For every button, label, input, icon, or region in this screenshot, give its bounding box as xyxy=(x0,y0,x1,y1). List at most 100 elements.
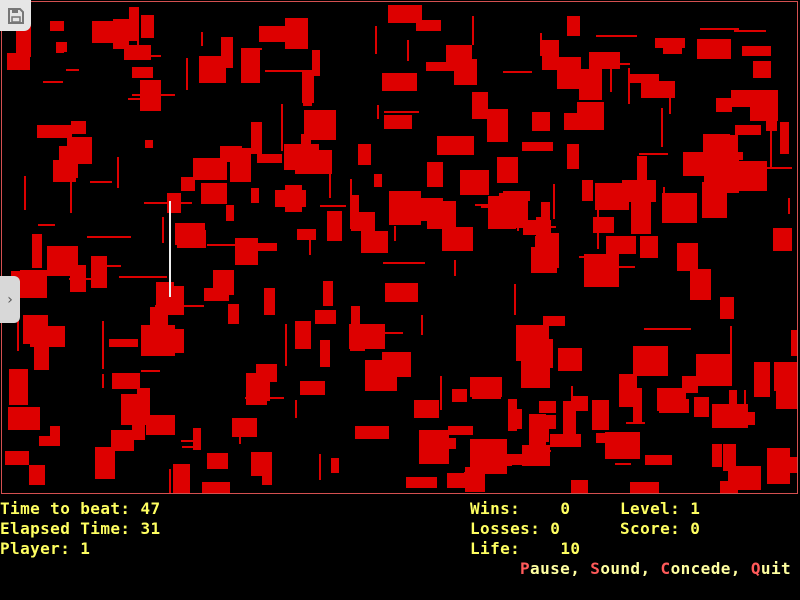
obstacle-block xyxy=(639,152,668,155)
hotkey: P xyxy=(520,559,531,578)
obstacle-block xyxy=(241,47,261,83)
obstacle-block xyxy=(128,6,138,42)
obstacle-block xyxy=(682,376,699,394)
obstacle-block xyxy=(16,315,19,352)
obstacle-block xyxy=(630,481,659,493)
obstacle-block xyxy=(200,182,227,204)
wins: Wins: 0 xyxy=(470,499,570,519)
player-label: Player: xyxy=(0,539,71,558)
elapsed-label: Elapsed Time: xyxy=(0,519,131,538)
obstacle-block xyxy=(581,179,594,201)
obstacle-block xyxy=(696,353,732,386)
hotkey: Q xyxy=(750,559,761,578)
life: Life: 10 xyxy=(470,539,580,559)
obstacle-block xyxy=(8,369,29,405)
obstacle-block xyxy=(770,131,773,167)
obstacle-block xyxy=(20,269,47,298)
obstacle-block xyxy=(663,42,683,55)
obstacle-block xyxy=(636,155,648,190)
obstacle-block xyxy=(589,51,620,69)
obstacle-block xyxy=(700,27,739,30)
score: Score: 0 xyxy=(620,519,700,539)
obstacle-block xyxy=(308,236,311,255)
obstacle-block xyxy=(654,38,685,48)
obstacle-block xyxy=(200,31,203,46)
obstacle-block xyxy=(119,276,168,279)
wins-label: Wins: xyxy=(470,499,521,518)
obstacle-block xyxy=(377,105,380,120)
obstacle-block xyxy=(285,324,288,367)
losses-label: Losses: xyxy=(470,519,541,538)
obstacle-block xyxy=(585,86,601,97)
obstacle-block xyxy=(128,98,146,101)
obstacle-block xyxy=(37,125,73,139)
obstacle-block xyxy=(712,404,749,428)
obstacle-block xyxy=(549,434,582,447)
obstacle-block xyxy=(169,468,172,493)
obstacle-block xyxy=(731,151,744,160)
menu-sound[interactable]: Sound xyxy=(590,559,640,578)
obstacle-block xyxy=(140,324,176,356)
obstacle-block xyxy=(181,440,197,443)
obstacle-block xyxy=(37,223,55,226)
obstacle-block xyxy=(563,400,566,424)
obstacle-block xyxy=(576,101,604,130)
obstacle-block xyxy=(696,39,732,60)
obstacle-block xyxy=(296,229,317,241)
menu-concede[interactable]: Concede xyxy=(661,559,731,578)
obstacle-block xyxy=(535,235,549,248)
chevron-right-icon: › xyxy=(7,291,13,308)
obstacle-block xyxy=(193,427,202,451)
side-panel-toggle[interactable]: › xyxy=(0,276,20,323)
obstacle-block xyxy=(434,437,456,449)
obstacle-block xyxy=(779,122,789,154)
obstacle-block xyxy=(592,399,610,430)
menu-pause[interactable]: Pause xyxy=(520,559,570,578)
obstacle-block xyxy=(173,464,191,493)
obstacle-block xyxy=(32,233,42,269)
hotkey: C xyxy=(660,559,671,578)
obstacle-block xyxy=(225,204,234,221)
obstacle-block xyxy=(471,465,474,482)
obstacle-block xyxy=(533,449,552,452)
obstacle-block xyxy=(734,125,762,136)
obstacle-block xyxy=(295,399,298,418)
obstacle-block xyxy=(112,19,130,49)
obstacle-block xyxy=(627,74,660,84)
obstacle-block xyxy=(630,199,651,234)
obstacle-block xyxy=(567,16,580,36)
score-label: Score: xyxy=(620,519,681,538)
obstacle-block xyxy=(39,435,61,447)
save-button[interactable] xyxy=(0,0,31,31)
life-value: 10 xyxy=(560,539,581,558)
obstacle-block xyxy=(734,30,766,33)
obstacle-block xyxy=(414,400,440,418)
wins-value: 0 xyxy=(560,499,571,518)
obstacle-block xyxy=(131,419,145,440)
obstacle-block xyxy=(765,115,777,132)
obstacle-block xyxy=(207,453,228,469)
obstacle-block xyxy=(360,231,389,253)
game-field[interactable] xyxy=(1,1,798,494)
obstacle-block xyxy=(566,144,579,169)
obstacle-block xyxy=(507,398,517,431)
obstacle-block xyxy=(597,205,599,250)
obstacle-block xyxy=(633,387,643,424)
obstacle-block xyxy=(426,161,443,188)
menu-quit[interactable]: Quit xyxy=(751,559,791,578)
obstacle-block xyxy=(538,401,557,413)
obstacle-block xyxy=(719,296,734,320)
menu-label: uit xyxy=(760,559,792,578)
command-menu: Pause, Sound, Concede, Quit xyxy=(520,559,791,579)
obstacle-block xyxy=(487,195,516,230)
obstacle-block xyxy=(70,182,73,214)
player: Player: 1 xyxy=(0,539,90,559)
obstacle-block xyxy=(264,287,276,316)
obstacle-block xyxy=(531,111,551,131)
obstacle-block xyxy=(570,479,588,493)
obstacle-block xyxy=(661,193,697,223)
obstacle-block xyxy=(329,167,332,199)
obstacle-block xyxy=(294,320,312,349)
obstacle-block xyxy=(606,235,637,254)
obstacle-block xyxy=(146,415,176,435)
